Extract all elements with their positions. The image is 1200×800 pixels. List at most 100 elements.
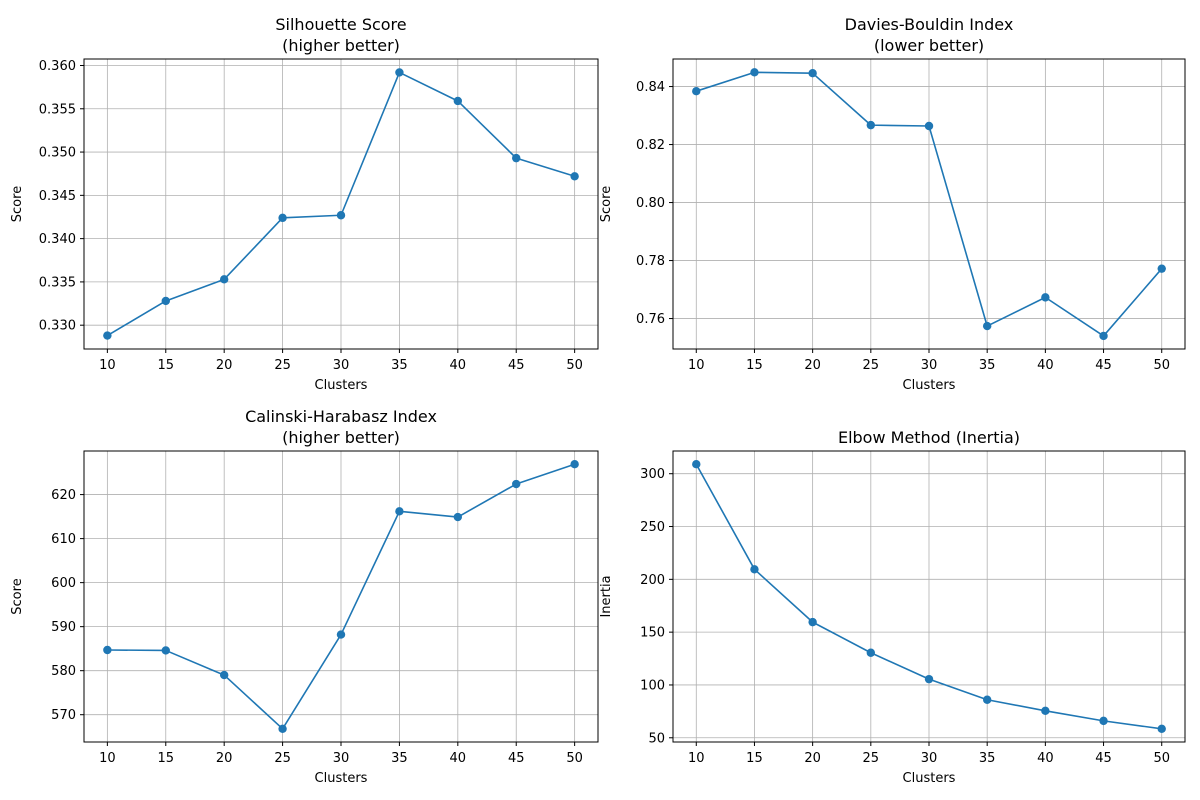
data-point (219, 670, 229, 680)
chart-title: Silhouette Score (275, 15, 406, 34)
data-point (336, 211, 346, 220)
y-tick-label: 150 (640, 626, 665, 641)
x-tick-label: 10 (99, 358, 116, 373)
y-axis-label: Score (599, 186, 614, 222)
x-tick-label: 20 (216, 751, 233, 766)
data-point (808, 69, 817, 78)
data-point (866, 648, 876, 657)
y-tick-label: 570 (51, 708, 76, 723)
x-tick-label: 30 (921, 751, 938, 766)
y-tick-label: 0.84 (636, 80, 665, 95)
data-point (512, 153, 521, 163)
x-tick-label: 35 (391, 751, 408, 766)
data-point (278, 724, 287, 733)
data-point (1041, 293, 1050, 302)
chart-title: Elbow Method (Inertia) (838, 428, 1020, 447)
x-tick-label: 15 (157, 358, 174, 373)
data-point (336, 630, 346, 639)
y-tick-label: 0.80 (636, 196, 665, 211)
data-point (924, 674, 934, 684)
data-point (103, 645, 112, 655)
data-point (982, 321, 992, 331)
data-point (692, 86, 701, 96)
data-point (278, 213, 287, 223)
data-point (570, 172, 579, 181)
x-tick-label: 45 (1095, 358, 1112, 373)
subplot-2: 10 15 20 25 30 35 40 45 50 0.76 0.78 0.80 0.82 0.84 Da… (599, 15, 1186, 393)
x-axis-label: Clusters (903, 378, 956, 393)
y-axis-label: Score (10, 578, 25, 614)
y-tick-label: 100 (640, 678, 665, 693)
x-tick-label: 40 (1037, 358, 1054, 373)
y-tick-label: 0.330 (39, 319, 76, 334)
y-tick-label: 250 (640, 520, 665, 535)
data-point (512, 479, 521, 489)
x-tick-label: 35 (391, 358, 408, 373)
data-point (219, 275, 229, 284)
data-point (1157, 264, 1166, 273)
data-point (1099, 331, 1108, 341)
data-point (395, 68, 404, 77)
x-tick-label: 30 (333, 751, 350, 766)
chart-title: Calinski-Harabasz Index (245, 407, 437, 426)
y-tick-label: 0.345 (39, 189, 76, 204)
x-tick-label: 15 (746, 751, 763, 766)
data-point (692, 460, 701, 469)
x-tick-label: 20 (804, 751, 821, 766)
data-point (161, 646, 170, 655)
y-tick-label: 0.360 (39, 59, 76, 74)
data-point (924, 121, 934, 131)
chart-subtitle: (lower better) (874, 36, 984, 55)
x-tick-label: 25 (863, 358, 880, 373)
y-tick-label: 50 (648, 731, 665, 746)
subplot-3: 10 15 20 25 30 35 40 45 50 570 580 590 600 610 620 Cali… (10, 407, 599, 786)
chart-subtitle: (higher better) (282, 36, 400, 55)
subplot-1: 10 15 20 25 30 35 40 45 50 0.330 0.335 0.340 0.345 0.… (10, 15, 599, 393)
x-tick-label: 45 (508, 751, 525, 766)
x-tick-label: 50 (1153, 751, 1170, 766)
y-tick-label: 0.76 (636, 312, 665, 327)
x-tick-label: 35 (979, 751, 996, 766)
x-tick-label: 50 (566, 358, 583, 373)
y-tick-label: 0.82 (636, 138, 665, 153)
chart-title: Davies-Bouldin Index (845, 15, 1014, 34)
data-point (570, 460, 579, 469)
data-point (750, 565, 759, 574)
y-tick-label: 590 (51, 620, 76, 635)
y-tick-label: 610 (51, 532, 76, 547)
x-tick-label: 25 (863, 751, 880, 766)
x-tick-label: 10 (688, 358, 705, 373)
x-tick-label: 30 (333, 358, 350, 373)
data-point (453, 512, 463, 522)
x-tick-label: 40 (1037, 751, 1054, 766)
data-point (1099, 716, 1108, 726)
data-point (103, 331, 112, 340)
x-tick-label: 10 (688, 751, 705, 766)
chart-subtitle: (higher better) (282, 428, 400, 447)
data-point (161, 296, 170, 306)
y-axis-label: Score (10, 186, 25, 222)
data-point (395, 507, 404, 516)
x-tick-label: 15 (157, 751, 174, 766)
x-tick-label: 45 (508, 358, 525, 373)
x-tick-label: 20 (216, 358, 233, 373)
data-point (1041, 706, 1050, 716)
x-tick-label: 40 (450, 358, 467, 373)
y-tick-label: 600 (51, 576, 76, 591)
y-tick-label: 0.340 (39, 232, 76, 247)
x-tick-label: 10 (99, 751, 116, 766)
x-axis-label: Clusters (903, 771, 956, 786)
data-point (750, 68, 759, 77)
x-axis-label: Clusters (315, 378, 368, 393)
y-tick-label: 620 (51, 488, 76, 503)
y-tick-label: 0.350 (39, 146, 76, 161)
subplot-4: 10 15 20 25 30 35 40 45 50 50 100 150 200 250 300 Elbow… (599, 428, 1186, 786)
data-point (982, 695, 992, 704)
x-tick-label: 30 (921, 358, 938, 373)
data-point (453, 96, 463, 106)
y-tick-label: 580 (51, 664, 76, 679)
y-tick-label: 200 (640, 573, 665, 588)
y-tick-label: 0.335 (39, 275, 76, 290)
x-tick-label: 15 (746, 358, 763, 373)
